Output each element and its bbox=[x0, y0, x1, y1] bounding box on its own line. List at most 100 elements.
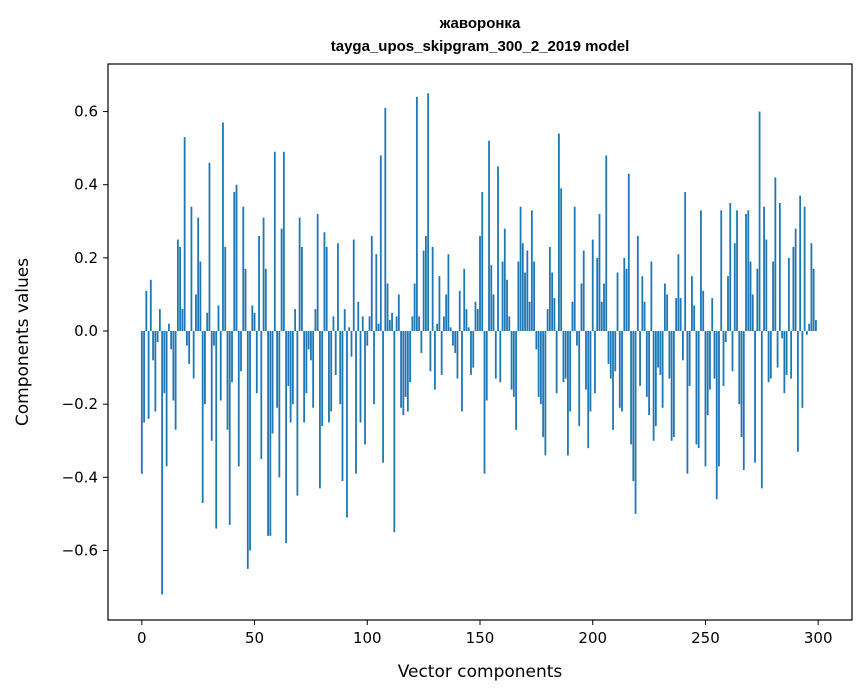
bar bbox=[231, 331, 233, 383]
bar bbox=[591, 239, 594, 332]
bar bbox=[379, 155, 382, 332]
bar bbox=[654, 331, 657, 427]
bar bbox=[282, 151, 285, 332]
bar bbox=[143, 331, 145, 423]
bar bbox=[461, 331, 463, 412]
bar bbox=[228, 331, 231, 525]
bar-series bbox=[140, 93, 817, 595]
bar bbox=[585, 331, 587, 390]
bar bbox=[167, 323, 170, 332]
bar bbox=[382, 331, 384, 463]
bar bbox=[733, 243, 736, 332]
bar bbox=[411, 316, 414, 332]
bar bbox=[691, 276, 693, 332]
bar bbox=[337, 243, 339, 332]
bar bbox=[323, 232, 326, 332]
bar bbox=[415, 96, 418, 332]
bar bbox=[747, 210, 750, 332]
bar bbox=[688, 331, 691, 386]
bar bbox=[517, 261, 520, 332]
bar bbox=[614, 331, 617, 372]
bar bbox=[237, 331, 240, 467]
bar bbox=[792, 246, 795, 332]
bar bbox=[490, 265, 493, 332]
bar bbox=[219, 331, 222, 401]
bar bbox=[201, 331, 204, 503]
bar bbox=[576, 331, 578, 346]
bar bbox=[553, 298, 556, 332]
bar bbox=[190, 206, 193, 332]
bar bbox=[643, 301, 646, 332]
bar bbox=[740, 331, 743, 438]
bar bbox=[240, 331, 242, 372]
bar bbox=[242, 206, 245, 332]
bar bbox=[316, 213, 319, 332]
bar bbox=[370, 235, 373, 332]
bar bbox=[787, 257, 790, 332]
bar bbox=[548, 246, 551, 332]
bar bbox=[488, 140, 490, 332]
bar bbox=[195, 294, 197, 332]
bar bbox=[192, 331, 195, 379]
bar bbox=[709, 331, 711, 390]
bar bbox=[636, 235, 639, 332]
bar bbox=[560, 188, 563, 332]
bar bbox=[278, 331, 281, 478]
bar bbox=[526, 250, 529, 332]
bar bbox=[156, 331, 159, 342]
bar bbox=[776, 331, 779, 368]
bar bbox=[328, 331, 330, 423]
bar bbox=[454, 331, 457, 353]
bar bbox=[449, 327, 452, 332]
bar bbox=[567, 331, 569, 456]
bar bbox=[161, 331, 164, 595]
bar bbox=[368, 316, 371, 332]
bar bbox=[589, 331, 592, 412]
bar bbox=[343, 309, 346, 332]
bar bbox=[447, 254, 450, 332]
y-tick-label: −0.6 bbox=[62, 542, 98, 560]
bar bbox=[154, 331, 157, 412]
bar bbox=[598, 213, 601, 332]
bar bbox=[436, 323, 439, 332]
bar bbox=[434, 331, 436, 390]
bar bbox=[303, 331, 306, 423]
bar bbox=[287, 331, 290, 386]
bar bbox=[458, 290, 461, 332]
bar bbox=[758, 111, 761, 332]
bar bbox=[815, 320, 817, 332]
bar bbox=[661, 331, 664, 408]
bar bbox=[294, 309, 297, 332]
bar bbox=[666, 294, 669, 332]
bar bbox=[571, 301, 574, 332]
bar bbox=[273, 151, 276, 332]
bar bbox=[445, 294, 448, 332]
bar bbox=[562, 331, 565, 383]
bar bbox=[524, 272, 526, 332]
bar bbox=[321, 331, 324, 427]
bar bbox=[443, 316, 445, 332]
bar bbox=[530, 210, 533, 332]
bar bbox=[663, 283, 666, 332]
bar bbox=[377, 323, 380, 332]
bar bbox=[600, 301, 603, 332]
bar bbox=[215, 331, 218, 529]
bar bbox=[424, 235, 427, 332]
bar bbox=[627, 173, 630, 332]
bar bbox=[204, 331, 206, 405]
bar bbox=[587, 331, 590, 449]
bar bbox=[521, 243, 524, 332]
bar bbox=[438, 276, 441, 332]
bar bbox=[760, 331, 763, 489]
bar bbox=[672, 331, 675, 438]
bar bbox=[634, 331, 637, 514]
bar bbox=[684, 192, 687, 332]
bar bbox=[456, 331, 459, 379]
bar bbox=[765, 239, 768, 332]
bar bbox=[625, 268, 628, 332]
bar bbox=[652, 331, 655, 441]
bar bbox=[386, 283, 389, 332]
bar bbox=[756, 268, 759, 332]
bar bbox=[803, 206, 806, 332]
bar bbox=[609, 331, 612, 379]
